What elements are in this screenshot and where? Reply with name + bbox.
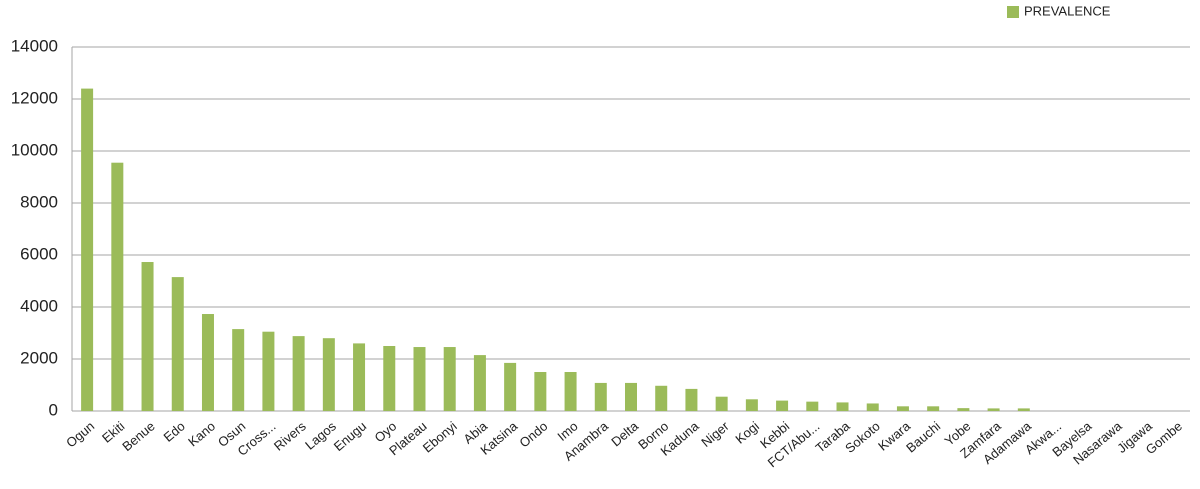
bar: [987, 408, 1000, 411]
x-tick-label: Bauchi: [903, 418, 943, 455]
bar: [594, 382, 607, 411]
bar: [866, 403, 879, 411]
bar: [383, 346, 396, 411]
bar: [443, 347, 456, 411]
bar: [1017, 408, 1030, 411]
bar: [353, 343, 366, 411]
y-tick-label: 14000: [11, 36, 58, 55]
y-tick-label: 10000: [11, 140, 58, 159]
bar: [262, 331, 275, 411]
y-tick-label: 8000: [20, 192, 58, 211]
x-tick-label: Rivers: [271, 418, 309, 453]
bar: [413, 347, 426, 411]
bar: [957, 408, 970, 411]
bar: [81, 88, 94, 411]
bar: [776, 400, 789, 411]
x-tick-label: Ebonyi: [420, 418, 460, 455]
x-tick-label: Benue: [119, 418, 157, 454]
bar: [141, 262, 154, 411]
legend-label: PREVALENCE: [1024, 3, 1111, 18]
bar: [171, 277, 184, 411]
bar: [473, 355, 486, 411]
bar: [292, 336, 305, 411]
x-tick-label: Niger: [698, 418, 732, 450]
x-tick-label: Sokoto: [842, 418, 883, 456]
x-tick-label: Edo: [161, 418, 188, 444]
x-tick-label: Delta: [608, 418, 641, 449]
y-tick-label: 4000: [20, 296, 58, 315]
x-tick-label: Enugu: [331, 418, 369, 454]
bar: [655, 385, 668, 411]
x-tick-label: Ogun: [63, 418, 97, 450]
bar: [836, 402, 849, 411]
y-tick-label: 12000: [11, 88, 58, 107]
bar: [896, 406, 909, 411]
y-tick-label: 2000: [20, 348, 58, 367]
bar: [322, 338, 335, 411]
bar: [232, 329, 245, 411]
bar: [504, 362, 517, 411]
bar: [685, 388, 698, 411]
bar: [201, 314, 214, 411]
bar: [806, 401, 819, 411]
x-tick-label: Kano: [185, 418, 218, 449]
bar: [111, 162, 124, 411]
bar: [625, 382, 637, 411]
bar: [534, 372, 547, 411]
y-tick-label: 0: [49, 400, 58, 419]
bar: [564, 372, 577, 411]
bar: [715, 396, 728, 411]
legend-swatch: [1007, 6, 1019, 18]
y-tick-label: 6000: [20, 244, 58, 263]
x-tick-label: Ondo: [516, 418, 550, 450]
x-tick-label: Kogi: [732, 418, 762, 446]
bar: [745, 399, 758, 411]
bar: [927, 406, 940, 411]
